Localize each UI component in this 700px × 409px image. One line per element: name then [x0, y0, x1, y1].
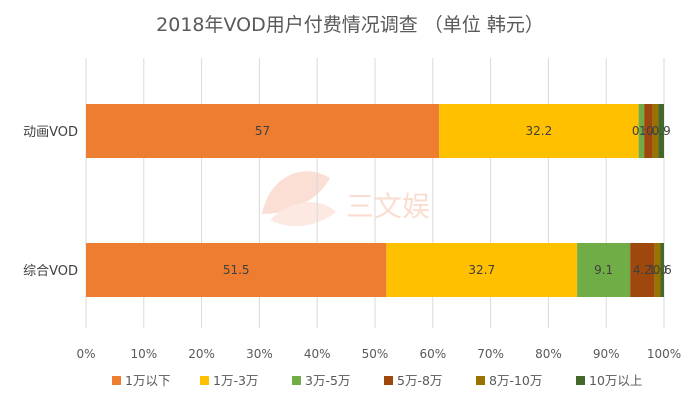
bar-segment — [654, 243, 661, 297]
chart-title: 2018年VOD用户付费情况调查 （单位 韩元） — [156, 14, 544, 36]
legend-item: 1万以下 — [125, 373, 170, 388]
legend-item: 3万-5万 — [305, 373, 350, 388]
x-tick-label: 70% — [477, 347, 504, 361]
category-label: 动画VOD — [23, 125, 78, 140]
legend-item: 1万-3万 — [213, 373, 258, 388]
data-label: 57 — [255, 124, 270, 138]
legend-swatch — [112, 376, 121, 385]
bar-segment — [86, 243, 387, 297]
data-label: 9.1 — [594, 263, 613, 277]
bar-segment — [386, 243, 578, 297]
bar-segment — [439, 104, 639, 158]
data-label: 32.2 — [526, 124, 553, 138]
bar-segment — [652, 104, 659, 158]
bar-segment — [638, 104, 645, 158]
legend-item: 10万以上 — [589, 373, 642, 388]
svg-text:三文娱: 三文娱 — [346, 190, 430, 223]
data-label: 0.6 — [653, 263, 672, 277]
x-tick-label: 30% — [246, 347, 273, 361]
bar-segment — [630, 243, 655, 297]
x-tick-label: 60% — [419, 347, 446, 361]
legend-swatch — [200, 376, 209, 385]
x-tick-label: 100% — [647, 347, 681, 361]
bar-segment — [660, 243, 664, 297]
x-tick-label: 90% — [593, 347, 620, 361]
legend-swatch — [292, 376, 301, 385]
x-tick-label: 10% — [130, 347, 157, 361]
legend-item: 8万-10万 — [489, 373, 542, 388]
bar-segment — [644, 104, 653, 158]
x-tick-label: 50% — [362, 347, 389, 361]
x-tick-label: 40% — [304, 347, 331, 361]
bar-segment — [86, 104, 440, 158]
data-label: 51.5 — [223, 263, 250, 277]
data-label: 4.2 — [633, 263, 652, 277]
data-label: 32.7 — [468, 263, 495, 277]
data-label: 0.9 — [652, 124, 671, 138]
legend-swatch — [384, 376, 393, 385]
bar-segment — [658, 104, 664, 158]
bar-segment — [577, 243, 631, 297]
x-tick-label: 0% — [76, 347, 95, 361]
legend-swatch — [476, 376, 485, 385]
legend-swatch — [576, 376, 585, 385]
legend-item: 5万-8万 — [397, 373, 442, 388]
watermark-logo: 三文娱 — [262, 171, 430, 227]
category-label: 综合VOD — [23, 264, 78, 279]
x-tick-label: 80% — [535, 347, 562, 361]
x-tick-label: 20% — [188, 347, 215, 361]
